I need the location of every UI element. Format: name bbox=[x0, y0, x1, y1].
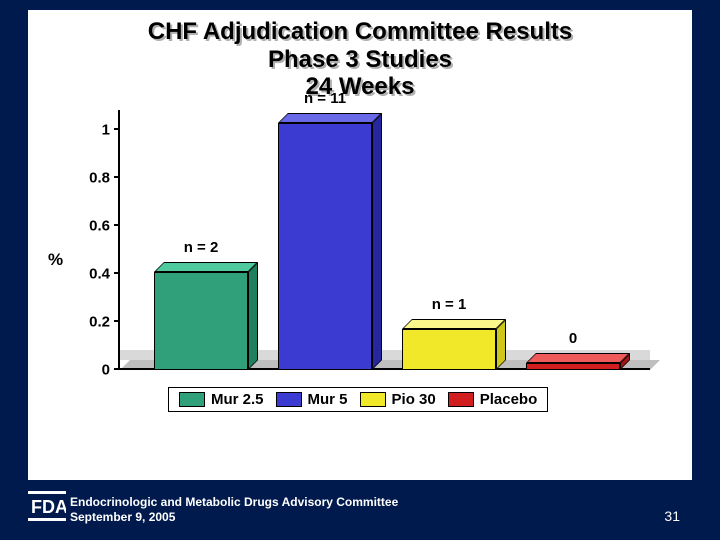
page-number: 31 bbox=[664, 508, 680, 524]
y-axis-label: % bbox=[48, 250, 63, 270]
legend-item: Pio 30 bbox=[360, 391, 436, 408]
legend-item: Mur 5 bbox=[276, 391, 348, 408]
footer-line-2: September 9, 2005 bbox=[70, 510, 398, 524]
bar bbox=[402, 329, 496, 370]
bar bbox=[154, 272, 248, 370]
footer-text: Endocrinologic and Metabolic Drugs Advis… bbox=[70, 495, 398, 524]
bar-top bbox=[402, 319, 506, 329]
fda-logo: FDA bbox=[28, 491, 66, 526]
bar-value-label: 0 bbox=[516, 330, 630, 347]
slide-title: CHF Adjudication Committee Results Phase… bbox=[38, 18, 682, 101]
y-tick-label: 0.6 bbox=[89, 218, 120, 235]
bar-value-label: n = 2 bbox=[144, 239, 258, 256]
bar-front bbox=[402, 329, 496, 370]
fda-text: FDA bbox=[31, 497, 66, 517]
bar-front bbox=[526, 363, 620, 370]
legend-item: Placebo bbox=[448, 391, 538, 408]
y-tick-label: 0 bbox=[102, 362, 120, 379]
plot-area: 00.20.40.60.81n = 2n = 11n = 10 bbox=[118, 110, 650, 370]
legend-swatch bbox=[360, 392, 386, 407]
footer: Endocrinologic and Metabolic Drugs Advis… bbox=[70, 495, 680, 524]
legend-label: Placebo bbox=[480, 391, 538, 408]
y-tick-label: 0.4 bbox=[89, 266, 120, 283]
legend: Mur 2.5 Mur 5 Pio 30 Placebo bbox=[168, 387, 548, 412]
bar-value-label: n = 1 bbox=[392, 296, 506, 313]
bar-value-label: n = 11 bbox=[268, 90, 382, 107]
slide: CHF Adjudication Committee Results Phase… bbox=[0, 0, 720, 540]
y-tick-label: 0.8 bbox=[89, 170, 120, 187]
title-line-1: CHF Adjudication Committee Results bbox=[38, 18, 682, 46]
bar bbox=[278, 123, 372, 370]
title-line-2: Phase 3 Studies bbox=[38, 46, 682, 74]
legend-swatch bbox=[448, 392, 474, 407]
legend-label: Mur 5 bbox=[308, 391, 348, 408]
bar bbox=[526, 363, 620, 370]
legend-swatch bbox=[276, 392, 302, 407]
bar-front bbox=[278, 123, 372, 370]
content-panel: CHF Adjudication Committee Results Phase… bbox=[28, 10, 692, 480]
bar-top bbox=[154, 262, 258, 272]
legend-swatch bbox=[179, 392, 205, 407]
bar-chart: % 00.20.40.60.81n = 2n = 11n = 10 Mur 2.… bbox=[48, 110, 672, 420]
bar-front bbox=[154, 272, 248, 370]
footer-line-1: Endocrinologic and Metabolic Drugs Advis… bbox=[70, 495, 398, 509]
legend-label: Mur 2.5 bbox=[211, 391, 264, 408]
y-tick-label: 1 bbox=[102, 122, 120, 139]
bar-side bbox=[248, 262, 258, 370]
y-tick-label: 0.2 bbox=[89, 314, 120, 331]
bar-top bbox=[526, 353, 630, 363]
bar-top bbox=[278, 113, 382, 123]
legend-item: Mur 2.5 bbox=[179, 391, 264, 408]
legend-label: Pio 30 bbox=[392, 391, 436, 408]
bar-side bbox=[372, 113, 382, 370]
